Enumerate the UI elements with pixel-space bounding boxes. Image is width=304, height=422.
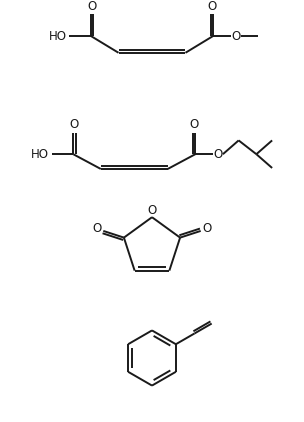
Text: O: O xyxy=(87,0,97,13)
Text: O: O xyxy=(203,222,212,235)
Text: O: O xyxy=(147,204,157,217)
Text: O: O xyxy=(207,0,217,13)
Text: HO: HO xyxy=(48,30,67,43)
Text: O: O xyxy=(92,222,101,235)
Text: HO: HO xyxy=(31,148,49,161)
Text: O: O xyxy=(190,118,199,131)
Text: O: O xyxy=(70,118,79,131)
Text: O: O xyxy=(231,30,240,43)
Text: O: O xyxy=(213,148,223,161)
